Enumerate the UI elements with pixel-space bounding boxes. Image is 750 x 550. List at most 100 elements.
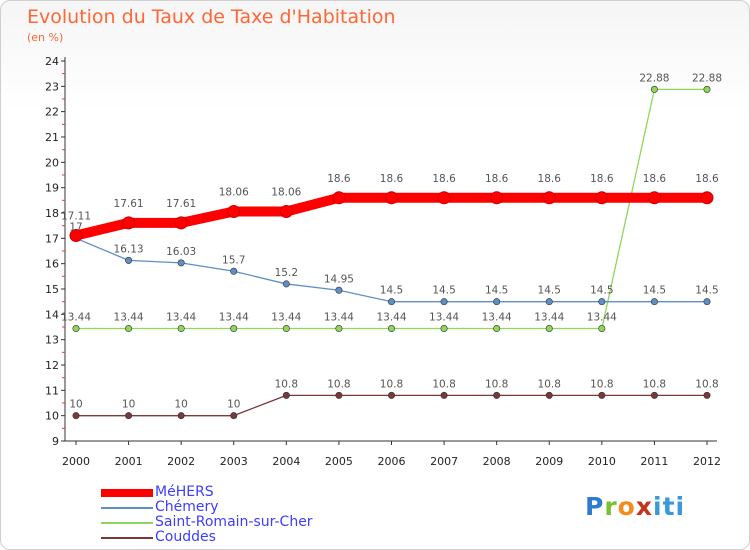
data-label: 18.6 — [643, 173, 667, 185]
data-point — [440, 391, 448, 399]
data-label: 10.8 — [643, 378, 666, 390]
x-tick-label: 2010 — [588, 455, 616, 468]
data-label: 15.2 — [275, 267, 298, 279]
y-tick-label: 20 — [45, 156, 59, 169]
data-point — [282, 325, 290, 333]
data-label: 14.5 — [432, 285, 455, 297]
data-point — [440, 325, 448, 333]
data-point — [700, 191, 714, 205]
data-label: 16.13 — [114, 243, 144, 255]
data-label: 18.6 — [695, 173, 719, 185]
data-point — [598, 391, 606, 399]
x-tick-label: 2002 — [167, 455, 195, 468]
data-point — [598, 325, 606, 333]
legend: MéHERS Chémery Saint-Romain-sur-Cher Coudde… — [101, 485, 313, 545]
proxiti-logo: Proxiti — [585, 492, 686, 521]
y-tick-label: 22 — [45, 106, 59, 119]
legend-swatch — [101, 506, 153, 509]
legend-swatch — [101, 488, 153, 497]
data-label: 14.95 — [324, 273, 354, 285]
data-label: 14.5 — [643, 285, 666, 297]
x-tick-label: 2012 — [693, 455, 721, 468]
x-tick-label: 2009 — [535, 455, 563, 468]
data-point — [647, 191, 661, 205]
data-label: 18.6 — [327, 173, 351, 185]
data-point — [545, 391, 553, 399]
data-label: 14.5 — [590, 285, 613, 297]
data-label: 13.44 — [61, 312, 91, 324]
data-label: 18.6 — [590, 173, 614, 185]
data-label: 17.61 — [166, 198, 196, 210]
data-point — [542, 191, 556, 205]
data-label: 13.44 — [219, 312, 249, 324]
data-label: 13.44 — [587, 312, 617, 324]
data-label: 10.8 — [275, 378, 298, 390]
data-label: 18.6 — [432, 173, 456, 185]
data-point — [230, 412, 238, 420]
data-point — [493, 391, 501, 399]
data-label: 18.06 — [271, 186, 301, 198]
data-point — [650, 391, 658, 399]
y-tick-label: 18 — [45, 207, 59, 220]
data-label: 10.8 — [380, 378, 403, 390]
y-tick-label: 12 — [45, 359, 59, 372]
data-point — [177, 259, 185, 267]
data-label: 10.8 — [432, 378, 455, 390]
data-label: 14.5 — [485, 285, 508, 297]
data-point — [545, 298, 553, 306]
data-label: 17.11 — [61, 211, 91, 223]
data-label: 13.44 — [429, 312, 459, 324]
data-point — [125, 325, 133, 333]
legend-item: Couddes — [101, 530, 313, 545]
y-tick-label: 23 — [45, 80, 59, 93]
x-tick-label: 2007 — [430, 455, 458, 468]
data-point — [650, 298, 658, 306]
y-tick-label: 21 — [45, 131, 59, 144]
data-point — [335, 325, 343, 333]
data-point — [440, 298, 448, 306]
legend-item: Saint-Romain-sur-Cher — [101, 515, 313, 530]
data-label: 10 — [122, 399, 135, 411]
x-tick-label: 2000 — [62, 455, 90, 468]
data-point — [282, 391, 290, 399]
data-point — [335, 391, 343, 399]
data-point — [387, 391, 395, 399]
data-label: 10.8 — [485, 378, 508, 390]
data-point — [125, 256, 133, 264]
data-point — [385, 191, 398, 205]
data-point — [335, 286, 343, 294]
y-tick-label: 16 — [45, 258, 59, 271]
legend-item: Chémery — [101, 500, 313, 515]
data-point — [332, 191, 346, 205]
data-point — [437, 191, 451, 205]
data-point — [703, 298, 711, 306]
data-label: 10 — [69, 399, 82, 411]
data-label: 13.44 — [482, 312, 512, 324]
data-point — [493, 325, 501, 333]
data-point — [387, 325, 395, 333]
data-label: 22.88 — [692, 72, 722, 84]
data-point — [598, 298, 606, 306]
x-tick-label: 2008 — [483, 455, 511, 468]
y-tick-label: 9 — [52, 435, 59, 448]
data-label: 10.8 — [538, 378, 561, 390]
x-tick-label: 2005 — [325, 455, 353, 468]
data-label: 13.44 — [324, 312, 354, 324]
data-label: 10 — [227, 399, 240, 411]
data-point — [125, 412, 133, 420]
y-tick-label: 10 — [45, 410, 59, 423]
x-tick-label: 2006 — [378, 455, 406, 468]
data-point — [545, 325, 553, 333]
legend-swatch — [101, 521, 153, 524]
data-label: 10.8 — [695, 378, 718, 390]
data-point — [279, 204, 293, 218]
data-label: 17 — [69, 221, 82, 233]
data-label: 10.8 — [590, 378, 613, 390]
data-point — [650, 85, 658, 93]
data-label: 13.44 — [534, 312, 564, 324]
y-tick-label: 14 — [45, 308, 59, 321]
data-label: 16.03 — [166, 246, 196, 258]
data-label: 22.88 — [639, 72, 669, 84]
